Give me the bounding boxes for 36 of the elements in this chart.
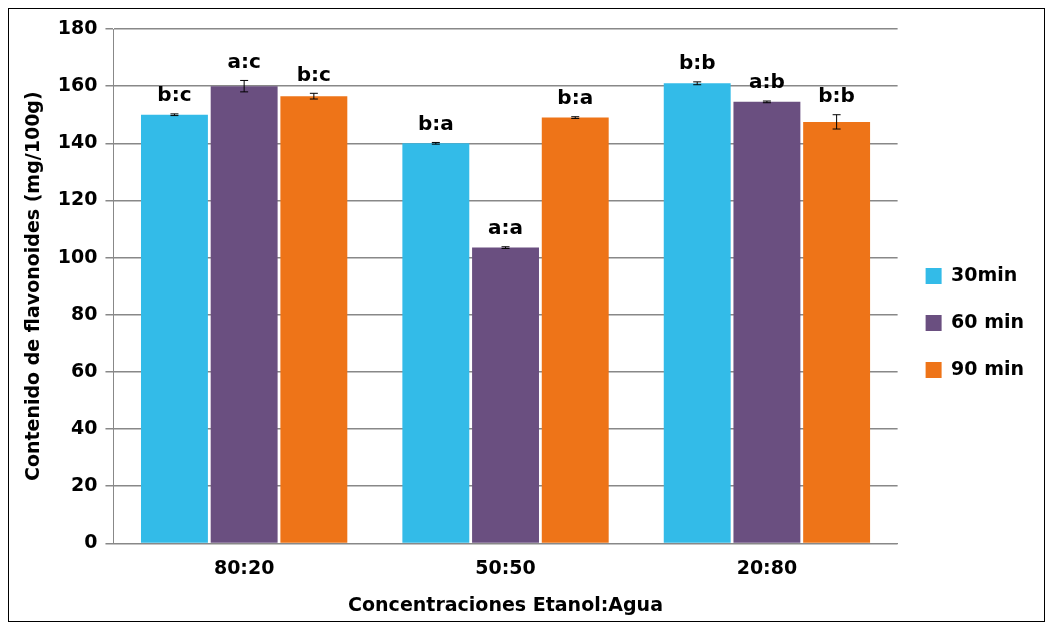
annotation: a:c bbox=[227, 48, 261, 73]
y-tick-label: 20 bbox=[71, 473, 98, 496]
legend-label: 90 min bbox=[951, 356, 1025, 379]
y-tick-label: 120 bbox=[57, 187, 98, 210]
annotation: b:a bbox=[417, 110, 454, 135]
y-tick-label: 180 bbox=[57, 15, 98, 38]
x-tick-label: 50:50 bbox=[475, 555, 536, 578]
bar bbox=[541, 117, 609, 543]
y-tick-label: 0 bbox=[84, 530, 98, 553]
annotation: a:b bbox=[749, 69, 785, 94]
x-tick-label: 80:20 bbox=[213, 555, 275, 578]
y-axis-title: Contenido de flavonoides (mg/100g) bbox=[21, 91, 44, 482]
bar bbox=[280, 96, 348, 543]
y-tick-label: 100 bbox=[57, 244, 98, 267]
y-tick-label: 160 bbox=[57, 73, 98, 96]
bar bbox=[140, 114, 208, 543]
annotation: b:b bbox=[678, 50, 716, 75]
bar bbox=[663, 83, 731, 543]
bar bbox=[402, 143, 470, 543]
annotation: b:b bbox=[818, 82, 855, 107]
y-tick-label: 40 bbox=[71, 416, 98, 439]
bar bbox=[733, 101, 801, 543]
annotation: b:c bbox=[296, 61, 331, 86]
y-tick-label: 140 bbox=[57, 130, 98, 153]
annotation: b:a bbox=[557, 84, 594, 109]
y-tick-label: 60 bbox=[71, 358, 98, 381]
y-tick-label: 80 bbox=[71, 301, 98, 324]
bar bbox=[210, 86, 278, 543]
annotation: b:c bbox=[157, 82, 192, 107]
legend-label: 30min bbox=[951, 262, 1018, 285]
bar bbox=[803, 121, 871, 543]
x-tick-label: 20:80 bbox=[736, 555, 798, 578]
bar bbox=[472, 247, 539, 543]
x-axis-title: Concentraciones Etanol:Agua bbox=[348, 592, 663, 615]
legend-label: 60 min bbox=[951, 309, 1025, 332]
annotation: a:a bbox=[488, 214, 524, 239]
